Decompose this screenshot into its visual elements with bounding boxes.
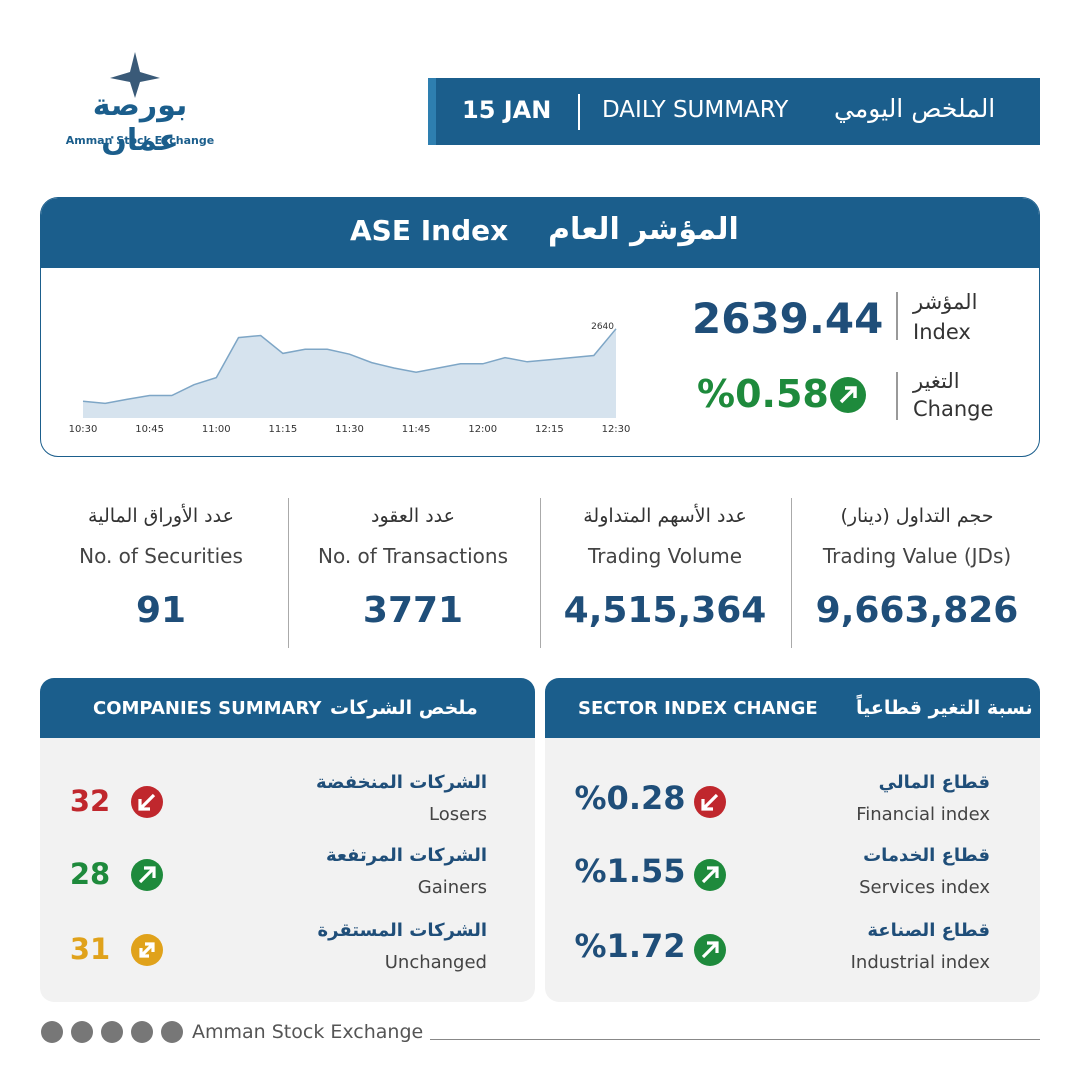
change-value: %0.58 bbox=[697, 372, 829, 416]
index-title-en: ASE Index bbox=[350, 214, 509, 247]
sector-value: %0.28 bbox=[574, 779, 686, 817]
up-icon bbox=[130, 858, 164, 896]
companies-title-ar: ملخص الشركات bbox=[330, 697, 478, 719]
index-label-en: Index bbox=[913, 320, 971, 344]
sectors-panel bbox=[545, 678, 1040, 1002]
stat-label-en: No. of Securities bbox=[79, 544, 243, 568]
y-tick-label: 2640 bbox=[591, 322, 614, 332]
header-bar bbox=[428, 78, 1040, 145]
sectors-title-ar: نسبة التغير قطاعياً bbox=[856, 697, 1033, 719]
logo-mark bbox=[110, 52, 160, 98]
stat-value: 4,515,364 bbox=[563, 590, 767, 631]
logo-arabic: بورصة عمان bbox=[92, 88, 188, 158]
stat-value: 91 bbox=[135, 590, 187, 631]
company-value: 28 bbox=[69, 857, 111, 891]
up-icon bbox=[693, 858, 727, 896]
company-label-en: Unchanged bbox=[384, 952, 487, 973]
icon bbox=[694, 786, 726, 818]
index-panel bbox=[40, 197, 1040, 457]
x-tick-label: 10:30 bbox=[69, 424, 98, 435]
change-label-ar: التغير bbox=[913, 369, 960, 393]
stat-label-en: Trading Volume bbox=[587, 544, 743, 568]
header-date: 15 JAN bbox=[462, 96, 552, 124]
x-tick-label: 12:30 bbox=[602, 424, 631, 435]
down-icon bbox=[693, 785, 727, 823]
header-divider bbox=[578, 94, 580, 130]
divider bbox=[288, 498, 289, 648]
up-icon bbox=[693, 933, 727, 971]
sector-value: %1.55 bbox=[574, 852, 686, 890]
logo-english: Amman Stock Exchange bbox=[65, 134, 215, 147]
footer-rule bbox=[430, 1039, 1040, 1040]
sector-label-ar: قطاع الصناعة bbox=[867, 920, 990, 941]
company-label-en: Gainers bbox=[417, 877, 487, 898]
stat-label-ar: حجم التداول (دينار) bbox=[840, 505, 994, 527]
x-tick-label: 10:45 bbox=[135, 424, 164, 435]
stat-value: 9,663,826 bbox=[815, 590, 1019, 631]
sector-label-ar: قطاع المالي bbox=[878, 772, 990, 793]
company-label-ar: الشركات المنخفضة bbox=[316, 772, 487, 793]
panel-header bbox=[545, 678, 1040, 738]
index-panel-header bbox=[41, 198, 1039, 268]
icon bbox=[694, 934, 726, 966]
x-tick-label: 11:45 bbox=[402, 424, 431, 435]
companies-panel bbox=[40, 678, 535, 1002]
stat-label-ar: عدد الأسهم المتداولة bbox=[583, 505, 747, 527]
sector-label-ar: قطاع الخدمات bbox=[863, 845, 990, 866]
header-title-en: DAILY SUMMARY bbox=[602, 97, 789, 123]
company-value: 32 bbox=[69, 784, 111, 818]
index-value: 2639.44 bbox=[692, 294, 884, 343]
stat-label-en: No. of Transactions bbox=[317, 544, 509, 568]
stat-label-en: Trading Value (JDs) bbox=[822, 544, 1012, 568]
icon bbox=[131, 859, 163, 891]
up-icon bbox=[830, 377, 866, 413]
divider bbox=[540, 498, 541, 648]
footer-text: Amman Stock Exchange bbox=[192, 1021, 424, 1043]
stat-label-ar: عدد العقود bbox=[371, 505, 455, 527]
divider bbox=[791, 498, 792, 648]
change-label-en: Change bbox=[913, 397, 994, 421]
x-tick-label: 11:15 bbox=[268, 424, 297, 435]
x-tick-label: 11:00 bbox=[202, 424, 231, 435]
company-label-ar: الشركات المرتفعة bbox=[325, 845, 487, 866]
sectors-title-en: SECTOR INDEX CHANGE bbox=[578, 698, 818, 719]
companies-title-en: COMPANIES SUMMARY bbox=[93, 698, 322, 719]
divider bbox=[896, 292, 898, 340]
social-icons[interactable] bbox=[40, 1018, 190, 1046]
x-tick-label: 12:00 bbox=[468, 424, 497, 435]
sector-label-en: Industrial index bbox=[850, 952, 990, 973]
company-value: 31 bbox=[69, 932, 111, 966]
flat-icon bbox=[130, 933, 164, 971]
sector-label-en: Services index bbox=[859, 877, 990, 898]
panel-header bbox=[40, 678, 535, 738]
x-tick-label: 12:15 bbox=[535, 424, 564, 435]
icon bbox=[131, 786, 163, 818]
stat-value: 3771 bbox=[362, 590, 464, 631]
company-label-en: Losers bbox=[429, 804, 487, 825]
icon bbox=[694, 859, 726, 891]
index-title-ar: المؤشر العام bbox=[548, 212, 739, 247]
divider bbox=[896, 372, 898, 420]
index-label-ar: المؤشر bbox=[913, 290, 978, 314]
sector-value: %1.72 bbox=[574, 927, 686, 965]
sector-label-en: Financial index bbox=[856, 804, 990, 825]
company-label-ar: الشركات المستقرة bbox=[317, 920, 487, 941]
area bbox=[83, 328, 616, 418]
stat-label-ar: عدد الأوراق المالية bbox=[88, 505, 234, 527]
down-icon bbox=[130, 785, 164, 823]
x-tick-label: 11:30 bbox=[335, 424, 364, 435]
header-title-ar: الملخص اليومي bbox=[834, 94, 996, 123]
line bbox=[82, 328, 617, 405]
icon bbox=[131, 934, 163, 966]
